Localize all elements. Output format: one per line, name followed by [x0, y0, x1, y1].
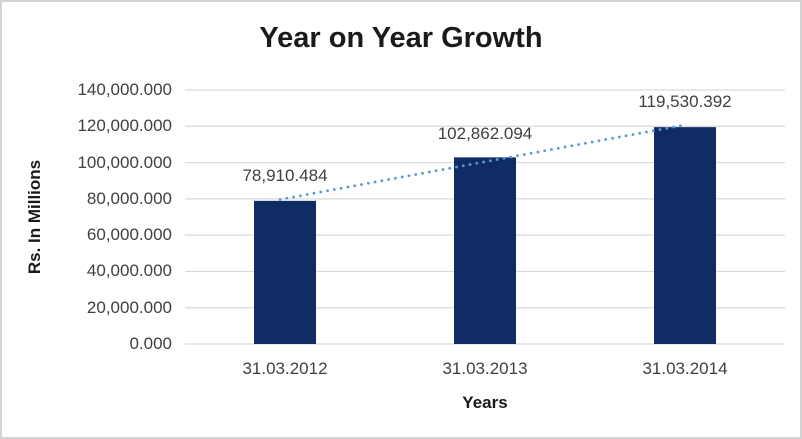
y-tick-label: 140,000.000: [77, 80, 172, 99]
chart-title: Year on Year Growth: [259, 22, 543, 54]
data-label: 119,530.392: [638, 91, 732, 111]
bar-31.03.2014[interactable]: [654, 127, 716, 344]
y-tick-label: 40,000.000: [86, 261, 172, 281]
y-tick-label: 20,000.000: [86, 297, 172, 317]
bar-31.03.2013[interactable]: [454, 157, 516, 344]
x-axis-title: Years: [462, 393, 508, 412]
x-tick-label: 31.03.2012: [242, 359, 328, 378]
data-label: 102,862.094: [437, 124, 533, 144]
y-tick-label: 80,000.000: [86, 188, 172, 208]
bar-31.03.2012[interactable]: [254, 200, 316, 344]
x-tick-label: 31.03.2014: [642, 359, 728, 378]
x-tick-label: 31.03.2013: [442, 359, 528, 378]
y-tick-label: 60,000.000: [86, 225, 172, 245]
data-label: 78,910.484: [242, 165, 328, 185]
trendline[interactable]: [278, 123, 687, 201]
y-tick-label: 100,000.000: [77, 152, 172, 172]
y-tick-label: 0.000: [129, 334, 172, 353]
y-tick-label: 120,000.000: [77, 116, 172, 136]
